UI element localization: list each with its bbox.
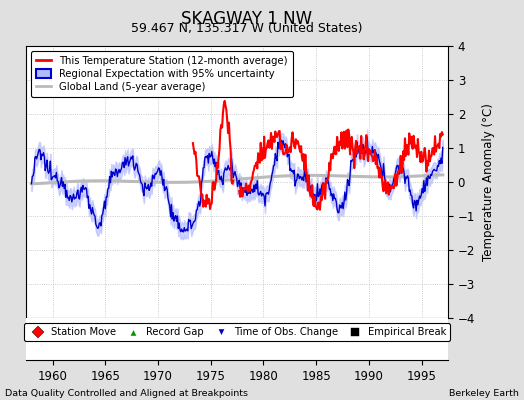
Text: Berkeley Earth: Berkeley Earth [449, 389, 519, 398]
Legend: Station Move, Record Gap, Time of Obs. Change, Empirical Break: Station Move, Record Gap, Time of Obs. C… [24, 323, 450, 341]
Text: SKAGWAY 1 NW: SKAGWAY 1 NW [181, 10, 312, 28]
Legend: This Temperature Station (12-month average), Regional Expectation with 95% uncer: This Temperature Station (12-month avera… [31, 51, 293, 97]
Y-axis label: Temperature Anomaly (°C): Temperature Anomaly (°C) [482, 103, 495, 261]
Text: 59.467 N, 135.317 W (United States): 59.467 N, 135.317 W (United States) [130, 22, 362, 35]
Text: Data Quality Controlled and Aligned at Breakpoints: Data Quality Controlled and Aligned at B… [5, 389, 248, 398]
